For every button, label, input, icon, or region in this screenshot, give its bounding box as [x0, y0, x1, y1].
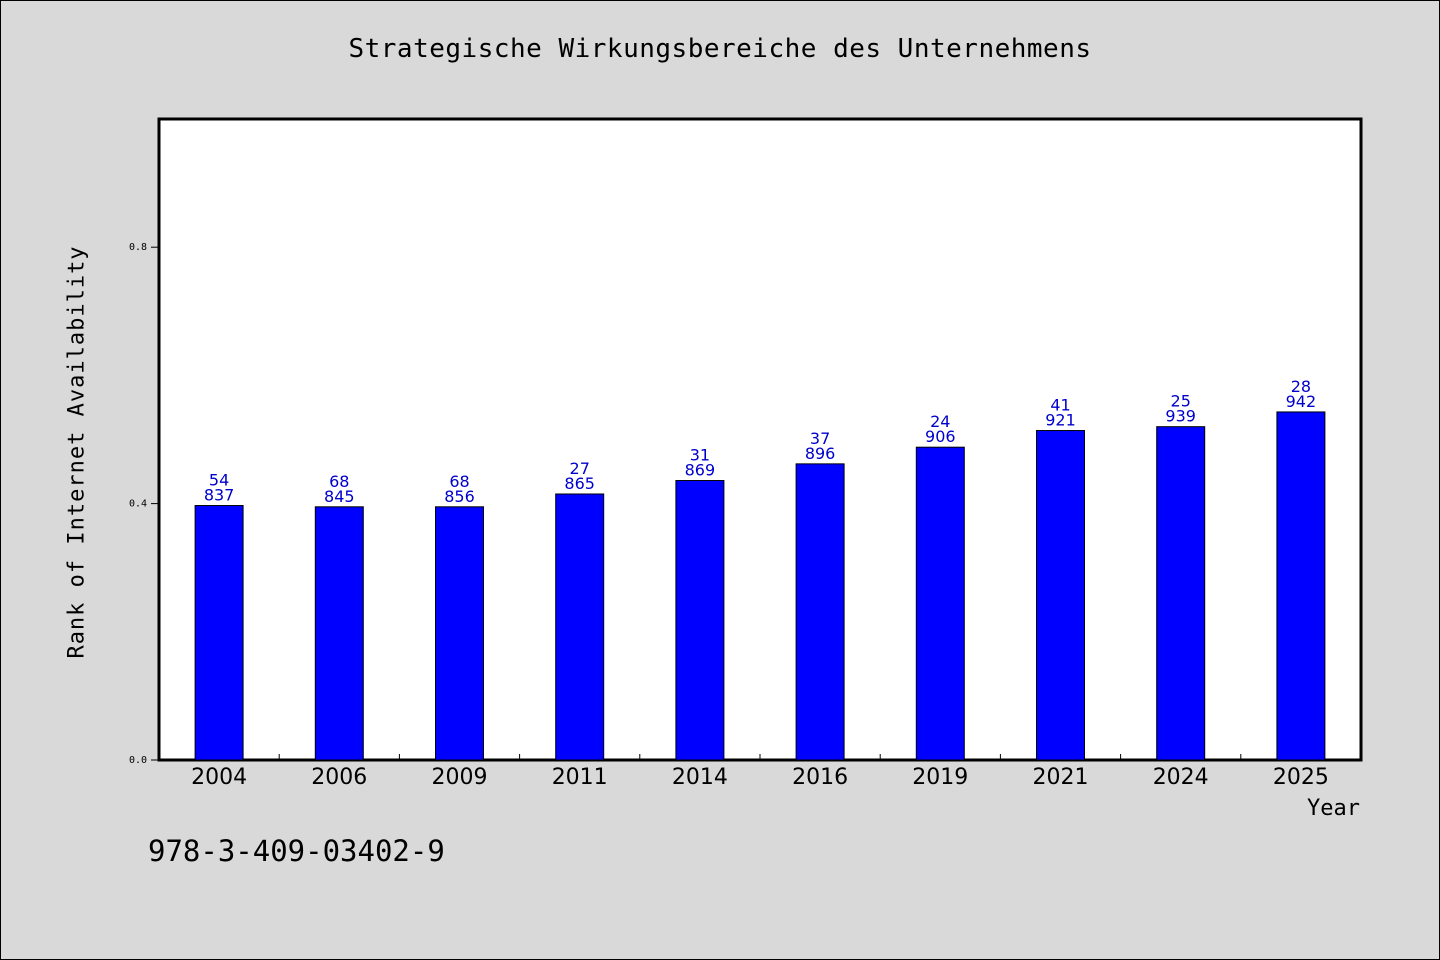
- y-tick-label: 0.4: [129, 499, 147, 510]
- bar-2009: [435, 506, 484, 761]
- x-tick-label: 2009: [432, 765, 488, 790]
- x-tick-label: 2004: [191, 765, 247, 790]
- bar-2025: [1276, 411, 1326, 761]
- isbn-annotation: 978-3-409-03402-9: [148, 834, 445, 868]
- y-tick-label: 0.8: [129, 242, 147, 253]
- bar-2004: [194, 505, 244, 761]
- data-label: 68: [449, 472, 469, 491]
- x-tick-label: 2014: [672, 765, 728, 790]
- bar-2011: [555, 493, 605, 761]
- bar-2021: [1036, 430, 1085, 761]
- x-tick-label: 2025: [1273, 765, 1329, 790]
- data-label: 939: [1165, 407, 1196, 426]
- data-label: 869: [685, 461, 716, 480]
- data-label: 906: [925, 427, 956, 446]
- y-tick-label: 0.0: [129, 755, 147, 766]
- data-label: 856: [444, 487, 475, 506]
- bar-2019: [915, 446, 965, 761]
- data-label: 28: [1291, 377, 1311, 396]
- bar-2014: [675, 480, 725, 761]
- axes: 0.0 0.4 0.8 2004 2006 2009 2011 2014 2016 2019 202…: [129, 242, 1329, 790]
- data-label: 896: [805, 444, 836, 463]
- data-label: 865: [564, 474, 595, 493]
- data-label: 24: [930, 412, 950, 431]
- x-tick-label: 2006: [311, 765, 367, 790]
- data-labels: 5483768845688562786531869378962490641921…: [204, 377, 1316, 506]
- bar-2016: [795, 463, 845, 761]
- data-label: 837: [204, 486, 235, 505]
- data-label: 68: [329, 472, 349, 491]
- chart-title: Strategische Wirkungsbereiche des Untern…: [348, 34, 1092, 64]
- x-axis-label: Year: [1307, 796, 1360, 821]
- data-label: 845: [324, 487, 355, 506]
- bars: [194, 411, 1326, 761]
- data-label: 942: [1286, 392, 1317, 411]
- data-label: 25: [1171, 392, 1191, 411]
- y-axis-label: Rank of Internet Availability: [64, 245, 90, 659]
- data-label: 921: [1045, 411, 1076, 430]
- x-tick-label: 2021: [1033, 765, 1089, 790]
- x-tick-label: 2016: [792, 765, 848, 790]
- data-label: 27: [570, 459, 590, 478]
- x-tick-label: 2024: [1153, 765, 1209, 790]
- x-tick-label: 2019: [912, 765, 968, 790]
- data-label: 41: [1050, 396, 1070, 415]
- data-label: 54: [209, 471, 229, 490]
- data-label: 37: [810, 429, 830, 448]
- x-tick-label: 2011: [552, 765, 608, 790]
- bar-2006: [314, 506, 364, 761]
- data-label: 31: [690, 446, 710, 465]
- bar-2024: [1156, 426, 1206, 761]
